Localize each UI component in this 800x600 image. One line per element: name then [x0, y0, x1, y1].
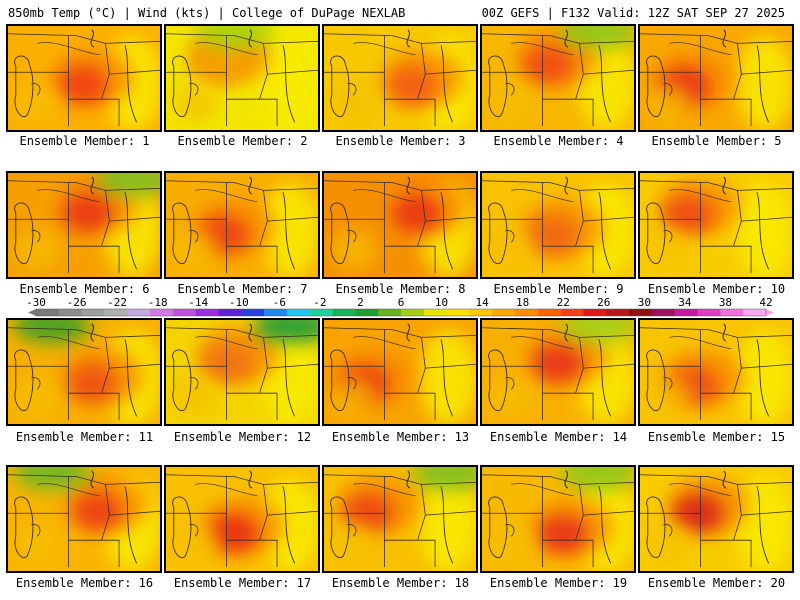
- ensemble-member-map: [480, 318, 636, 426]
- ensemble-member-label: Ensemble Member: 6: [19, 282, 150, 296]
- colorbar-tick-label: -18: [147, 296, 168, 309]
- colorbar-segment: [743, 309, 767, 316]
- colorbar-segment: [150, 309, 174, 316]
- ensemble-member-map: [6, 318, 162, 426]
- colorbar-segment: [127, 309, 151, 316]
- colorbar-segment: [241, 309, 265, 316]
- ensemble-member-label: Ensemble Member: 14: [489, 430, 628, 444]
- ensemble-member-map: [6, 465, 162, 573]
- colorbar-segment: [309, 309, 334, 316]
- ensemble-member-label: Ensemble Member: 5: [651, 134, 782, 148]
- ensemble-member-map: [480, 465, 636, 573]
- ensemble-member-label: Ensemble Member: 3: [335, 134, 466, 148]
- colorbar-segment: [264, 309, 288, 316]
- colorbar-segment: [697, 309, 721, 316]
- ensemble-member-label: Ensemble Member: 16: [15, 576, 154, 590]
- colorbar-tick-label: 26: [597, 296, 611, 309]
- colorbar-segment: [560, 309, 584, 316]
- ensemble-member-map: [322, 465, 478, 573]
- colorbar-max-arrow: [766, 309, 774, 316]
- colorbar-tick-label: 42: [759, 296, 773, 309]
- colorbar-tick-label: -22: [107, 296, 128, 309]
- ensemble-member-label: Ensemble Member: 9: [493, 282, 624, 296]
- ensemble-member-map: [638, 318, 794, 426]
- colorbar-tick-label: 2: [357, 296, 364, 309]
- ensemble-member-label: Ensemble Member: 2: [177, 134, 308, 148]
- temperature-colorbar: [28, 308, 774, 317]
- colorbar-segment: [606, 309, 630, 316]
- ensemble-member-label: Ensemble Member: 1: [19, 134, 150, 148]
- ensemble-member-label: Ensemble Member: 19: [489, 576, 628, 590]
- colorbar-segment: [36, 309, 60, 316]
- ensemble-member-map: [6, 24, 162, 132]
- ensemble-member-map: [638, 465, 794, 573]
- colorbar-segment: [195, 309, 219, 316]
- colorbar-segment: [81, 309, 105, 316]
- ensemble-member-label: Ensemble Member: 12: [173, 430, 312, 444]
- colorbar-tick-label: 22: [556, 296, 570, 309]
- colorbar-segment: [537, 309, 562, 316]
- colorbar-tick-label: 30: [637, 296, 651, 309]
- colorbar-segment: [286, 309, 311, 316]
- ensemble-member-map: [638, 24, 794, 132]
- ensemble-member-label: Ensemble Member: 7: [177, 282, 308, 296]
- ensemble-member-map: [480, 24, 636, 132]
- ensemble-member-map: [164, 171, 320, 279]
- colorbar-segment: [629, 309, 653, 316]
- colorbar-segment: [401, 309, 425, 316]
- ensemble-member-map: [638, 171, 794, 279]
- colorbar-min-arrow: [28, 309, 36, 316]
- ensemble-member-label: Ensemble Member: 8: [335, 282, 466, 296]
- colorbar-segment: [720, 309, 744, 316]
- ensemble-member-label: Ensemble Member: 4: [493, 134, 624, 148]
- colorbar-segment: [651, 309, 676, 316]
- ensemble-member-map: [322, 318, 478, 426]
- colorbar-tick-label: 38: [718, 296, 733, 309]
- ensemble-member-label: Ensemble Member: 11: [15, 430, 154, 444]
- colorbar-segment: [332, 309, 356, 316]
- ensemble-member-map: [6, 171, 162, 279]
- colorbar-segment: [492, 309, 516, 316]
- colorbar-segment: [674, 309, 699, 316]
- ensemble-member-label: Ensemble Member: 18: [331, 576, 470, 590]
- colorbar-tick-label: -14: [188, 296, 209, 309]
- ensemble-member-map: [164, 24, 320, 132]
- colorbar-segment: [378, 309, 402, 316]
- colorbar-segment: [355, 309, 379, 316]
- ensemble-member-map: [322, 171, 478, 279]
- ensemble-member-map: [480, 171, 636, 279]
- colorbar-tick-label: 14: [475, 296, 489, 309]
- colorbar-tick-label: 10: [434, 296, 449, 309]
- ensemble-member-label: Ensemble Member: 20: [647, 576, 786, 590]
- header-run-info: 00Z GEFS | F132 Valid: 12Z SAT SEP 27 20…: [481, 6, 785, 20]
- ensemble-member-label: Ensemble Member: 10: [647, 282, 786, 296]
- colorbar-tick-label: 34: [678, 296, 692, 309]
- colorbar-segment: [218, 309, 242, 316]
- colorbar-tick-label: -10: [228, 296, 249, 309]
- colorbar-segment: [423, 309, 448, 316]
- header-title: 850mb Temp (°C) | Wind (kts) | College o…: [8, 6, 406, 20]
- colorbar-tick-label: 18: [516, 296, 530, 309]
- colorbar-tick-label: -2: [313, 296, 327, 309]
- colorbar-segment: [515, 309, 539, 316]
- colorbar-tick-label: 6: [397, 296, 405, 309]
- ensemble-member-label: Ensemble Member: 13: [331, 430, 470, 444]
- colorbar-segment: [58, 309, 83, 316]
- colorbar-tick-label: -30: [26, 296, 46, 309]
- colorbar-segment: [172, 309, 197, 316]
- colorbar-segment: [583, 309, 607, 316]
- ensemble-member-map: [322, 24, 478, 132]
- colorbar-tick-label: -26: [66, 296, 87, 309]
- ensemble-member-label: Ensemble Member: 17: [173, 576, 312, 590]
- ensemble-member-map: [164, 465, 320, 573]
- ensemble-member-map: [164, 318, 320, 426]
- colorbar-tick-label: -6: [272, 296, 286, 309]
- colorbar-segment: [446, 309, 470, 316]
- ensemble-member-label: Ensemble Member: 15: [647, 430, 786, 444]
- colorbar-segment: [469, 309, 493, 316]
- colorbar-segment: [104, 309, 128, 316]
